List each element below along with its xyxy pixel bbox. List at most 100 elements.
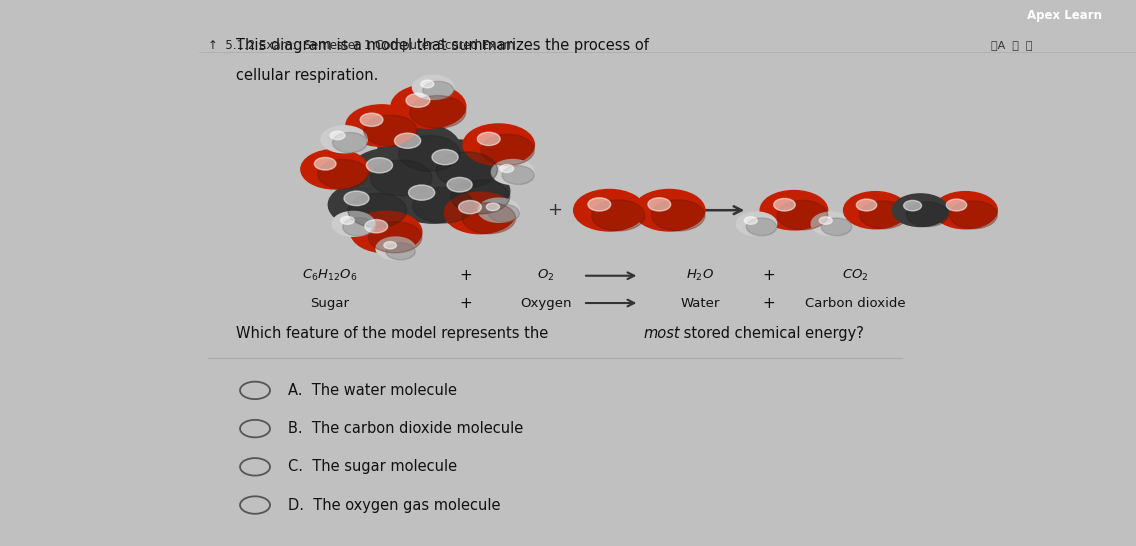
Circle shape xyxy=(344,191,369,206)
Circle shape xyxy=(500,164,513,173)
Text: ↑  5.1.2 Exam:  Semester 1 Computer-Scored Exam: ↑ 5.1.2 Exam: Semester 1 Computer-Scored… xyxy=(208,39,515,51)
Text: +: + xyxy=(847,201,862,219)
Circle shape xyxy=(423,81,453,99)
Text: $CO_2$: $CO_2$ xyxy=(842,268,868,283)
Circle shape xyxy=(351,211,421,253)
Circle shape xyxy=(811,212,852,236)
Circle shape xyxy=(574,189,645,231)
Circle shape xyxy=(406,93,429,108)
Text: Water: Water xyxy=(680,296,720,310)
Circle shape xyxy=(502,166,534,185)
Circle shape xyxy=(301,150,368,189)
Circle shape xyxy=(488,204,519,222)
Text: C.  The sugar molecule: C. The sugar molecule xyxy=(287,459,457,474)
Circle shape xyxy=(760,191,828,230)
Text: +: + xyxy=(460,295,473,311)
Circle shape xyxy=(777,200,828,230)
Circle shape xyxy=(333,133,367,153)
Text: +: + xyxy=(460,268,473,283)
Text: Oxygen: Oxygen xyxy=(520,296,571,310)
Circle shape xyxy=(459,200,482,214)
Circle shape xyxy=(950,201,997,229)
Circle shape xyxy=(634,189,704,231)
Circle shape xyxy=(946,199,967,211)
Circle shape xyxy=(341,216,354,224)
Circle shape xyxy=(366,158,393,173)
Circle shape xyxy=(651,200,704,231)
Circle shape xyxy=(350,148,432,196)
Circle shape xyxy=(432,150,458,165)
Circle shape xyxy=(857,199,877,211)
Circle shape xyxy=(448,177,473,192)
Circle shape xyxy=(844,192,908,229)
Text: +: + xyxy=(548,201,562,219)
Circle shape xyxy=(774,198,795,211)
Circle shape xyxy=(343,218,375,236)
Circle shape xyxy=(318,159,368,189)
Circle shape xyxy=(744,217,758,224)
Circle shape xyxy=(478,198,519,222)
Text: most: most xyxy=(644,325,680,341)
Circle shape xyxy=(486,203,500,211)
Circle shape xyxy=(462,203,516,234)
Circle shape xyxy=(378,123,460,171)
Text: This diagram is a model that summarizes the process of: This diagram is a model that summarizes … xyxy=(236,38,649,53)
Circle shape xyxy=(432,168,510,214)
Circle shape xyxy=(370,160,432,196)
Text: $O_2$: $O_2$ xyxy=(537,268,554,283)
Text: +: + xyxy=(762,268,775,283)
Circle shape xyxy=(746,218,777,236)
Circle shape xyxy=(412,75,453,99)
Circle shape xyxy=(365,219,387,233)
Circle shape xyxy=(420,80,434,88)
Text: A.  The water molecule: A. The water molecule xyxy=(287,383,457,398)
Circle shape xyxy=(648,198,670,211)
Circle shape xyxy=(907,202,949,227)
Circle shape xyxy=(391,85,466,128)
Text: B.  The carbon dioxide molecule: B. The carbon dioxide molecule xyxy=(287,421,523,436)
Text: Which feature of the model represents the: Which feature of the model represents th… xyxy=(236,325,553,341)
Circle shape xyxy=(819,217,833,224)
Text: Apex Learn: Apex Learn xyxy=(1027,9,1102,21)
Text: 翎A  🔊  🖨: 翎A 🔊 🖨 xyxy=(991,40,1033,50)
Circle shape xyxy=(436,152,498,188)
Circle shape xyxy=(934,192,997,229)
Text: Sugar: Sugar xyxy=(310,296,350,310)
Circle shape xyxy=(331,131,345,140)
Circle shape xyxy=(376,237,415,260)
Circle shape xyxy=(860,201,908,229)
Circle shape xyxy=(588,198,611,211)
Circle shape xyxy=(315,157,336,170)
Circle shape xyxy=(394,133,420,149)
Text: $H_2O$: $H_2O$ xyxy=(686,268,715,283)
Circle shape xyxy=(348,193,407,228)
Circle shape xyxy=(481,134,534,165)
Circle shape xyxy=(903,200,921,211)
Circle shape xyxy=(492,159,534,185)
Text: $C_6H_{12}O_6$: $C_6H_{12}O_6$ xyxy=(302,268,358,283)
Circle shape xyxy=(893,194,949,227)
Circle shape xyxy=(592,200,645,231)
Circle shape xyxy=(451,180,510,214)
Circle shape xyxy=(736,212,777,236)
Circle shape xyxy=(346,105,417,146)
Circle shape xyxy=(328,182,407,228)
Text: cellular respiration.: cellular respiration. xyxy=(236,68,378,83)
Circle shape xyxy=(477,132,500,146)
Text: stored chemical energy?: stored chemical energy? xyxy=(678,325,863,341)
Circle shape xyxy=(412,187,474,223)
Circle shape xyxy=(384,241,396,249)
Circle shape xyxy=(444,192,516,234)
Text: D.  The oxygen gas molecule: D. The oxygen gas molecule xyxy=(287,497,500,513)
Circle shape xyxy=(463,124,534,165)
Circle shape xyxy=(416,140,498,188)
Circle shape xyxy=(392,175,474,223)
Circle shape xyxy=(821,218,852,236)
Circle shape xyxy=(320,126,367,153)
Text: Carbon dioxide: Carbon dioxide xyxy=(804,296,905,310)
Circle shape xyxy=(368,222,421,253)
Circle shape xyxy=(410,96,466,128)
Circle shape xyxy=(409,185,435,200)
Circle shape xyxy=(360,113,383,127)
Circle shape xyxy=(332,211,375,236)
